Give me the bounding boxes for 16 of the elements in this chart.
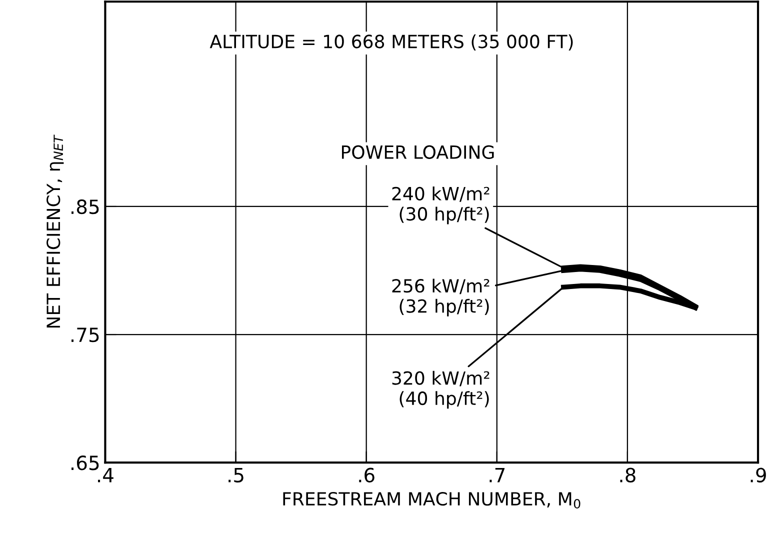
x-tick-label: .4 (98, 468, 114, 482)
x-axis-title: FREESTREAM MACH NUMBER, M$_{0}$ (283, 492, 580, 509)
y-tick-label: .65 (72, 456, 99, 470)
y-axis-title: NET EFFICIENCY, η$_{NET}$ (46, 134, 64, 328)
annotation: POWER LOADING (342, 145, 494, 159)
x-tick-label: .5 (228, 468, 244, 482)
text: 240 kW/m² (30 hp/ft²) (392, 186, 490, 224)
x-tick-label: .9 (750, 468, 766, 482)
x-tick-label: .8 (620, 468, 636, 482)
y-tick-label: .75 (72, 328, 99, 342)
legend-label: 256 kW/m² (32 hp/ft²) (392, 278, 490, 316)
text: 320 kW/m² (40 hp/ft²) (392, 370, 490, 409)
x-tick-label: .7 (490, 468, 505, 482)
annotation: ALTITUDE = 10 668 METERS (35 000 FT) (210, 34, 573, 50)
y-tick-label: .85 (72, 199, 99, 214)
x-tick-label: .6 (359, 468, 374, 482)
